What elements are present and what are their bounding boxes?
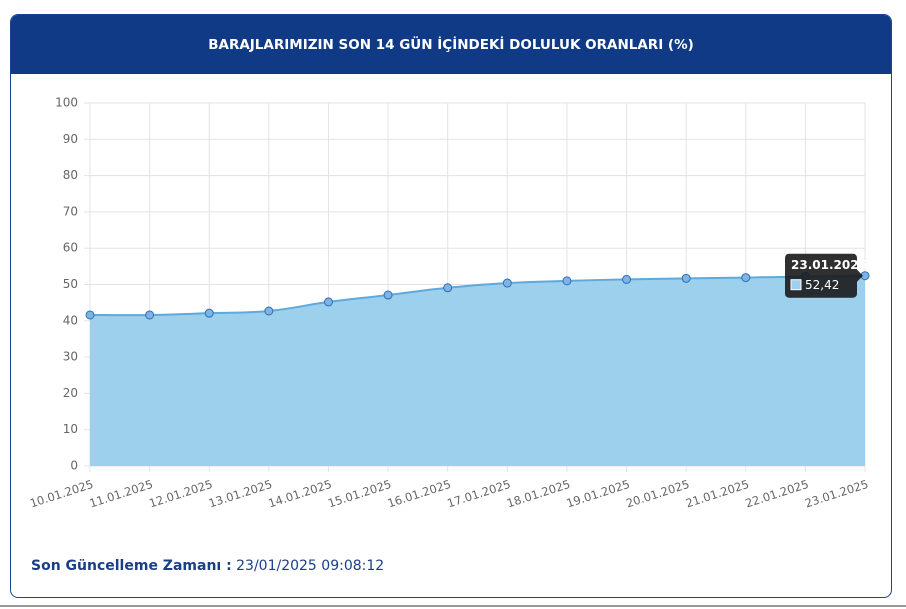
- y-tick-label: 50: [63, 277, 78, 291]
- x-tick-label: 12.01.2025: [147, 477, 214, 511]
- y-tick-label: 20: [63, 386, 78, 400]
- point: [323, 297, 333, 307]
- x-tick-label: 23.01.2025: [803, 477, 870, 511]
- y-tick-label: 60: [63, 241, 78, 255]
- tooltip: 23.01.2025 52,42: [785, 253, 867, 298]
- y-tick-label: 10: [63, 422, 78, 436]
- point: [85, 310, 95, 320]
- y-tick-label: 70: [63, 204, 78, 218]
- point: [622, 274, 632, 284]
- x-tick-label: 10.01.2025: [28, 477, 95, 511]
- x-tick-label: 21.01.2025: [684, 477, 751, 511]
- tooltip-swatch: [790, 279, 802, 291]
- chart-title: BARAJLARIMIZIN SON 14 GÜN İÇİNDEKİ DOLUL…: [208, 36, 694, 53]
- update-info: Son Güncelleme Zamanı : 23/01/2025 09:08…: [31, 558, 384, 574]
- x-tick-label: 17.01.2025: [445, 477, 512, 511]
- y-tick-label: 100: [55, 96, 78, 110]
- point: [204, 308, 214, 318]
- tooltip-box: [785, 253, 857, 298]
- x-tick-label: 14.01.2025: [267, 477, 334, 511]
- point: [443, 283, 453, 293]
- x-tick-label: 22.01.2025: [743, 477, 810, 511]
- line: [89, 274, 866, 317]
- x-tick-label: 20.01.2025: [624, 477, 691, 511]
- x-tick-label: 15.01.2025: [326, 477, 393, 511]
- y-tick-label: 90: [63, 132, 78, 146]
- y-tick-label: 80: [63, 168, 78, 182]
- tooltip-value: 52,42: [805, 278, 839, 292]
- point: [383, 290, 393, 300]
- card-header: BARAJLARIMIZIN SON 14 GÜN İÇİNDEKİ DOLUL…: [11, 15, 891, 74]
- x-tick-label: 13.01.2025: [207, 477, 274, 511]
- update-label: Son Güncelleme Zamanı :: [31, 558, 232, 574]
- area-fill: [90, 275, 865, 466]
- update-time: 23/01/2025 09:08:12: [236, 558, 385, 574]
- point: [681, 273, 691, 283]
- card: BARAJLARIMIZIN SON 14 GÜN İÇİNDEKİ DOLUL…: [10, 14, 892, 598]
- point: [562, 276, 572, 286]
- x-tick-label: 18.01.2025: [505, 477, 572, 511]
- point: [145, 310, 155, 320]
- tooltip-arrow: [857, 269, 863, 282]
- point: [741, 273, 751, 283]
- x-tick-label: 11.01.2025: [88, 477, 155, 511]
- point: [264, 306, 274, 316]
- point: [502, 278, 512, 288]
- y-tick-label: 30: [63, 350, 78, 364]
- y-tick-label: 40: [63, 313, 78, 327]
- x-tick-label: 19.01.2025: [565, 477, 632, 511]
- x-tick-label: 16.01.2025: [386, 477, 453, 511]
- tooltip-title: 23.01.2025: [791, 258, 867, 272]
- y-tick-label: 0: [70, 459, 78, 473]
